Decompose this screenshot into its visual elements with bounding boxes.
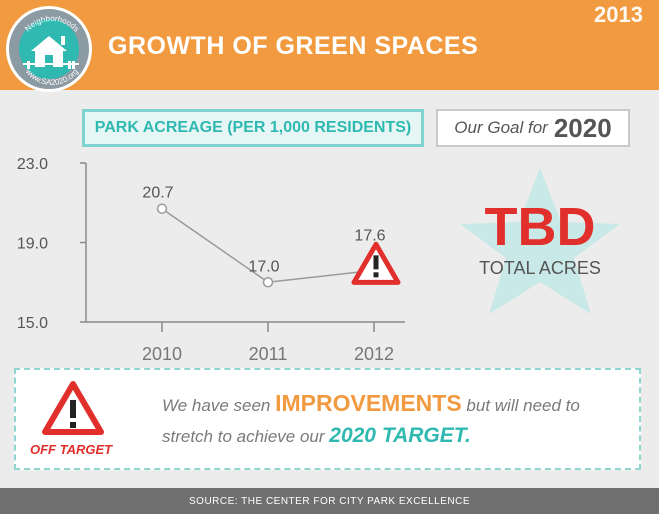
svg-text:Neighborhoods: Neighborhoods bbox=[23, 14, 81, 34]
status-callout: OFF TARGET We have seen IMPROVEMENTS but… bbox=[14, 368, 641, 470]
header-bar: Neighborhoods www.SA2020.org GROWTH OF G… bbox=[0, 0, 659, 92]
svg-text:www.SA2020.org: www.SA2020.org bbox=[23, 66, 80, 87]
data-label: 20.7 bbox=[142, 185, 173, 202]
x-tick-label: 2011 bbox=[249, 344, 288, 364]
warning-icon bbox=[42, 381, 104, 435]
goal-box: Our Goal for 2020 bbox=[436, 109, 630, 147]
goal-value: TBD bbox=[484, 197, 596, 257]
goal-label: Our Goal for bbox=[454, 118, 548, 137]
y-tick-label: 19.0 bbox=[17, 236, 48, 253]
status-label: OFF TARGET bbox=[30, 442, 113, 457]
data-point bbox=[262, 277, 274, 288]
logo-top-text: Neighborhoods bbox=[23, 14, 81, 34]
report-year: 2013 bbox=[594, 2, 643, 27]
goal-year: 2020 bbox=[553, 112, 612, 143]
callout-highlight-improvements: IMPROVEMENTS bbox=[275, 390, 462, 416]
y-tick-label: 23.0 bbox=[17, 156, 48, 173]
callout-message: We have seen IMPROVEMENTS but will need … bbox=[162, 388, 632, 452]
data-label: 17.0 bbox=[248, 258, 279, 275]
callout-text-1: We have seen bbox=[162, 396, 271, 415]
source-footer: SOURCE: THE CENTER FOR CITY PARK EXCELLE… bbox=[0, 488, 659, 514]
x-tick-label: 2012 bbox=[354, 344, 394, 364]
x-tick-label: 2010 bbox=[142, 344, 182, 364]
data-point bbox=[156, 203, 168, 214]
callout-text-2: but will need to stretch to achieve our bbox=[162, 396, 580, 446]
house-icon: Neighborhoods www.SA2020.org bbox=[23, 14, 81, 87]
chart-title: PARK ACREAGE (PER 1,000 RESIDENTS) bbox=[82, 109, 424, 147]
warning-marker-dot bbox=[373, 272, 379, 278]
page-title: GROWTH OF GREEN SPACES bbox=[108, 32, 479, 60]
star-icon bbox=[460, 168, 620, 314]
callout-highlight-target: 2020 TARGET. bbox=[329, 424, 471, 447]
warning-marker-bar bbox=[373, 255, 379, 270]
goal-star-block: TBD TOTAL ACRES bbox=[440, 160, 640, 320]
logo-bottom-text: www.SA2020.org bbox=[23, 66, 80, 87]
goal-unit: TOTAL ACRES bbox=[479, 258, 601, 278]
data-label: 17.6 bbox=[354, 227, 385, 244]
sa2020-logo: Neighborhoods www.SA2020.org bbox=[6, 6, 92, 92]
y-tick-label: 15.0 bbox=[17, 315, 48, 332]
line-chart: 23.0 19.0 15.0 2010 2011 2012 20.7 17.0 17.6 bbox=[17, 156, 405, 364]
